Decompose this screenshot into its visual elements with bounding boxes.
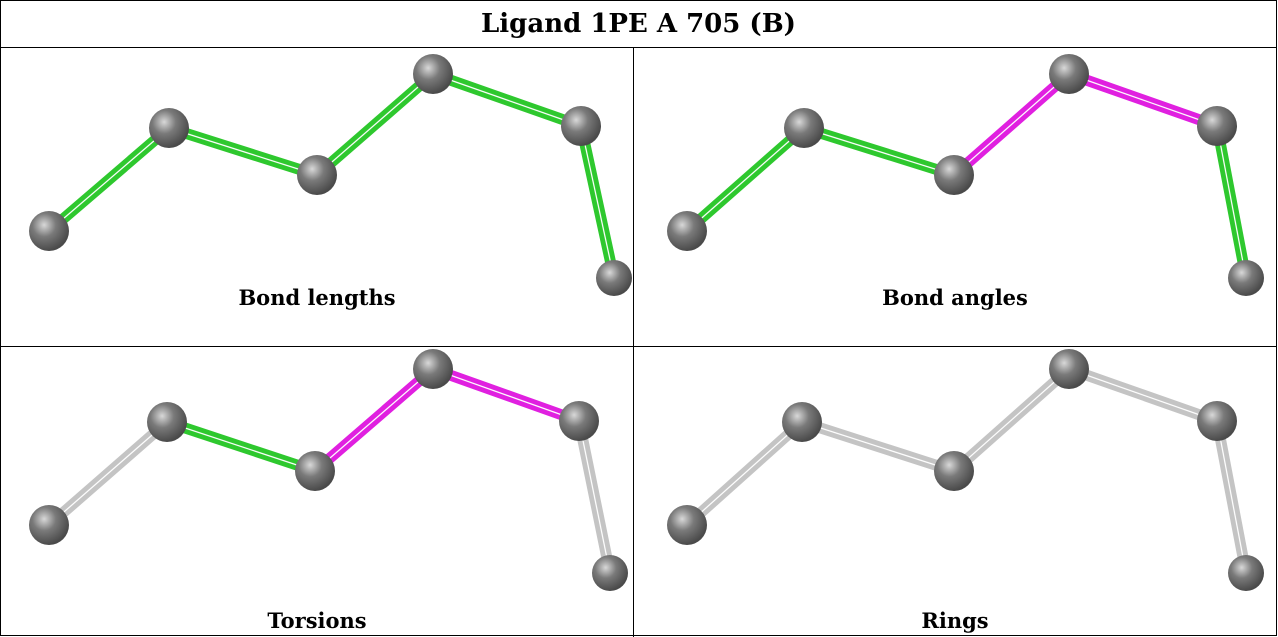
molecule-rings [667, 349, 1264, 591]
atom-2 [147, 402, 187, 442]
atom-5 [1197, 401, 1237, 441]
atom-2 [784, 108, 824, 148]
divider-vertical [633, 48, 634, 637]
bond-2 [798, 416, 958, 477]
bond-4 [1065, 68, 1221, 132]
molecule-bond-lengths [29, 54, 632, 296]
atom-4 [1049, 54, 1089, 94]
atom-1 [667, 211, 707, 251]
bond-1 [682, 417, 807, 530]
panel-label-bond-angles: Bond angles [882, 284, 1028, 310]
atom-3 [934, 451, 974, 491]
molecule-bond-angles [667, 54, 1264, 296]
bond-1 [44, 123, 174, 236]
bond-2 [165, 122, 321, 181]
atom-1 [29, 505, 69, 545]
atom-4 [413, 54, 453, 94]
bond-3 [949, 364, 1074, 476]
bond-5 [1211, 122, 1252, 282]
bond-5 [1211, 417, 1252, 577]
molecule-torsions [29, 349, 628, 591]
divider-horizontal [1, 346, 1276, 347]
bond-4 [429, 68, 585, 132]
bond-1 [682, 123, 809, 236]
atom-4 [1049, 349, 1089, 389]
atom-3 [297, 155, 337, 195]
bond-4 [1065, 363, 1221, 427]
panel-label-rings: Rings [921, 607, 989, 633]
atom-5 [559, 401, 599, 441]
atom-3 [934, 155, 974, 195]
atom-4 [413, 349, 453, 389]
atom-6 [596, 260, 632, 296]
atom-5 [1197, 106, 1237, 146]
atom-6 [1228, 555, 1264, 591]
atom-2 [782, 402, 822, 442]
atom-6 [592, 555, 628, 591]
atom-5 [561, 106, 601, 146]
panel-label-torsions: Torsions [267, 607, 367, 633]
atom-1 [667, 505, 707, 545]
atom-1 [29, 211, 69, 251]
bond-1 [44, 417, 172, 530]
bond-5 [573, 417, 616, 577]
figure-title: Ligand 1PE A 705 (B) [1, 1, 1276, 48]
bond-2 [800, 122, 958, 181]
atom-3 [295, 451, 335, 491]
panel-bond-lengths: Bond lengths [1, 48, 633, 313]
panel-bond-angles: Bond angles [634, 48, 1276, 313]
bond-4 [429, 363, 583, 427]
panel-label-bond-lengths: Bond lengths [238, 284, 396, 310]
bond-2 [163, 416, 319, 477]
bond-3 [310, 364, 438, 476]
bond-3 [949, 69, 1074, 180]
panel-rings: Rings [634, 347, 1276, 636]
panel-torsions: Torsions [1, 347, 633, 636]
bond-3 [312, 69, 438, 180]
atom-2 [149, 108, 189, 148]
atom-6 [1228, 260, 1264, 296]
bond-5 [575, 122, 620, 282]
